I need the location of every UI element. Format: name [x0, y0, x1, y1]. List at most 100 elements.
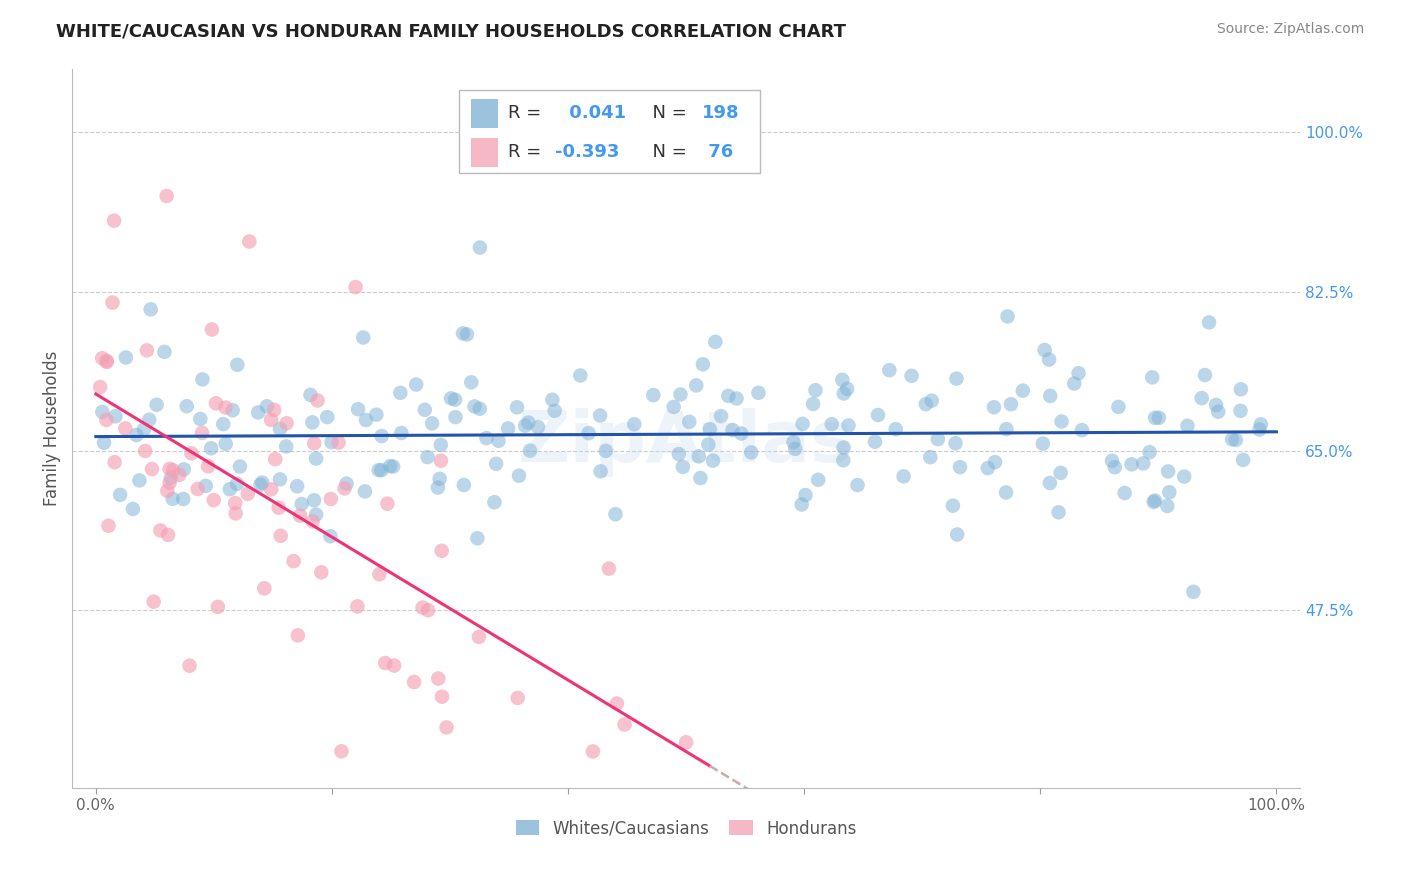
- Point: [156, 483, 179, 498]
- Point: [1143, 495, 1166, 509]
- Point: [1000, 397, 1022, 411]
- Point: [921, 393, 943, 408]
- Point: [1107, 400, 1129, 414]
- Point: [191, 425, 214, 440]
- Point: [1047, 505, 1070, 519]
- Point: [377, 497, 399, 511]
- Point: [256, 400, 278, 414]
- Text: Source: ZipAtlas.com: Source: ZipAtlas.com: [1216, 22, 1364, 37]
- Point: [527, 420, 550, 434]
- Point: [1232, 453, 1254, 467]
- Point: [794, 488, 817, 502]
- Point: [225, 507, 247, 521]
- Point: [169, 467, 191, 482]
- Point: [785, 442, 807, 456]
- Point: [569, 368, 592, 383]
- Point: [187, 482, 209, 496]
- Point: [832, 441, 855, 455]
- Point: [301, 514, 323, 528]
- Point: [1039, 389, 1062, 403]
- Point: [672, 459, 695, 474]
- Point: [995, 485, 1018, 500]
- Point: [191, 372, 214, 386]
- Point: [91, 351, 114, 366]
- Point: [995, 422, 1018, 436]
- Point: [1071, 423, 1094, 437]
- Point: [475, 431, 498, 445]
- Point: [1101, 454, 1123, 468]
- Point: [517, 416, 540, 430]
- Point: [283, 554, 305, 568]
- Point: [1191, 391, 1213, 405]
- Point: [226, 358, 249, 372]
- Point: [368, 567, 391, 582]
- Point: [643, 388, 665, 402]
- Point: [287, 628, 309, 642]
- Point: [678, 415, 700, 429]
- Point: [214, 401, 236, 415]
- Point: [93, 435, 115, 450]
- Point: [412, 600, 434, 615]
- Point: [1206, 405, 1229, 419]
- Point: [302, 493, 325, 508]
- Point: [1230, 382, 1253, 396]
- Point: [354, 484, 377, 499]
- Point: [831, 373, 853, 387]
- Point: [488, 434, 510, 448]
- Point: [180, 446, 202, 460]
- Point: [1147, 410, 1170, 425]
- Point: [285, 479, 308, 493]
- Point: [589, 464, 612, 478]
- Point: [96, 353, 118, 368]
- Point: [207, 599, 229, 614]
- Point: [370, 429, 392, 443]
- Point: [330, 744, 353, 758]
- Point: [508, 468, 530, 483]
- Point: [159, 475, 181, 490]
- Point: [668, 447, 690, 461]
- Point: [468, 630, 491, 644]
- Point: [263, 402, 285, 417]
- Point: [96, 413, 118, 427]
- Point: [506, 401, 529, 415]
- Point: [197, 459, 219, 474]
- Point: [440, 392, 463, 406]
- Point: [201, 322, 224, 336]
- Point: [404, 675, 426, 690]
- Point: [444, 392, 467, 407]
- Point: [1114, 486, 1136, 500]
- Point: [134, 444, 156, 458]
- Point: [927, 432, 949, 446]
- Point: [485, 457, 508, 471]
- Text: N =: N =: [641, 104, 692, 122]
- Point: [984, 455, 1007, 469]
- Point: [176, 399, 198, 413]
- Point: [260, 413, 283, 427]
- Text: R =: R =: [508, 143, 547, 161]
- Point: [544, 403, 567, 417]
- Point: [139, 302, 162, 317]
- Point: [792, 417, 814, 431]
- Point: [1050, 415, 1073, 429]
- Point: [740, 445, 762, 459]
- Point: [468, 401, 491, 416]
- Point: [675, 735, 697, 749]
- Point: [946, 527, 969, 541]
- Point: [1011, 384, 1033, 398]
- Point: [335, 476, 357, 491]
- Point: [413, 402, 436, 417]
- Point: [1049, 466, 1071, 480]
- Point: [101, 295, 124, 310]
- Point: [104, 409, 127, 424]
- Point: [212, 417, 235, 431]
- Point: [541, 392, 564, 407]
- Point: [697, 437, 720, 451]
- Text: -0.393: -0.393: [555, 143, 619, 161]
- Point: [942, 499, 965, 513]
- Point: [832, 453, 855, 467]
- Point: [1229, 404, 1251, 418]
- Point: [276, 439, 298, 453]
- Point: [468, 240, 491, 254]
- Point: [1194, 368, 1216, 382]
- Point: [837, 418, 859, 433]
